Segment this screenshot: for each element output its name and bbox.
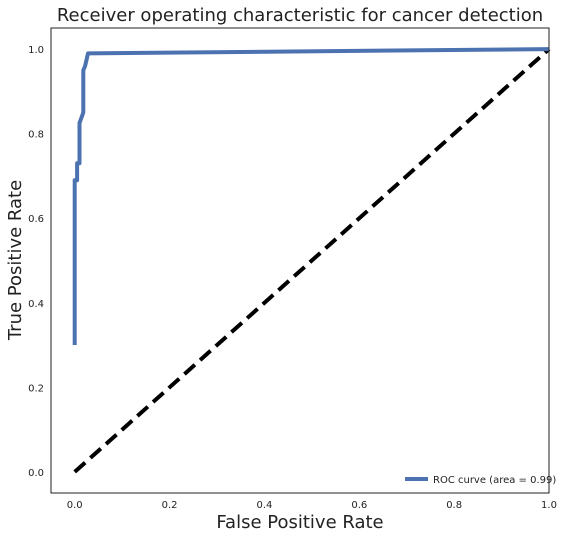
x-axis-label: False Positive Rate — [216, 512, 383, 533]
x-tick-label: 1.0 — [541, 500, 557, 511]
x-tick-label: 0.2 — [162, 500, 178, 511]
x-tick-label: 0.4 — [256, 500, 272, 511]
chance-diagonal-line — [75, 49, 549, 472]
x-tick-label: 0.8 — [446, 500, 462, 511]
y-axis-label: True Positive Rate — [5, 180, 26, 341]
y-tick-label: 0.4 — [28, 299, 44, 310]
legend: ROC curve (area = 0.99) — [405, 475, 556, 486]
roc-curve-line — [75, 49, 549, 345]
x-tick-label: 0.0 — [67, 500, 83, 511]
x-tick-label: 0.6 — [351, 500, 367, 511]
chart-title: Receiver operating characteristic for ca… — [57, 5, 543, 26]
plot-area — [75, 49, 549, 472]
y-tick-label: 0.0 — [28, 468, 44, 479]
y-tick-label: 0.8 — [28, 130, 44, 141]
y-tick-label: 0.6 — [28, 214, 44, 225]
y-tick-label: 1.0 — [28, 45, 44, 56]
plot-frame — [51, 28, 549, 493]
legend-roc-label: ROC curve (area = 0.99) — [433, 475, 556, 486]
y-tick-label: 0.2 — [28, 383, 44, 394]
